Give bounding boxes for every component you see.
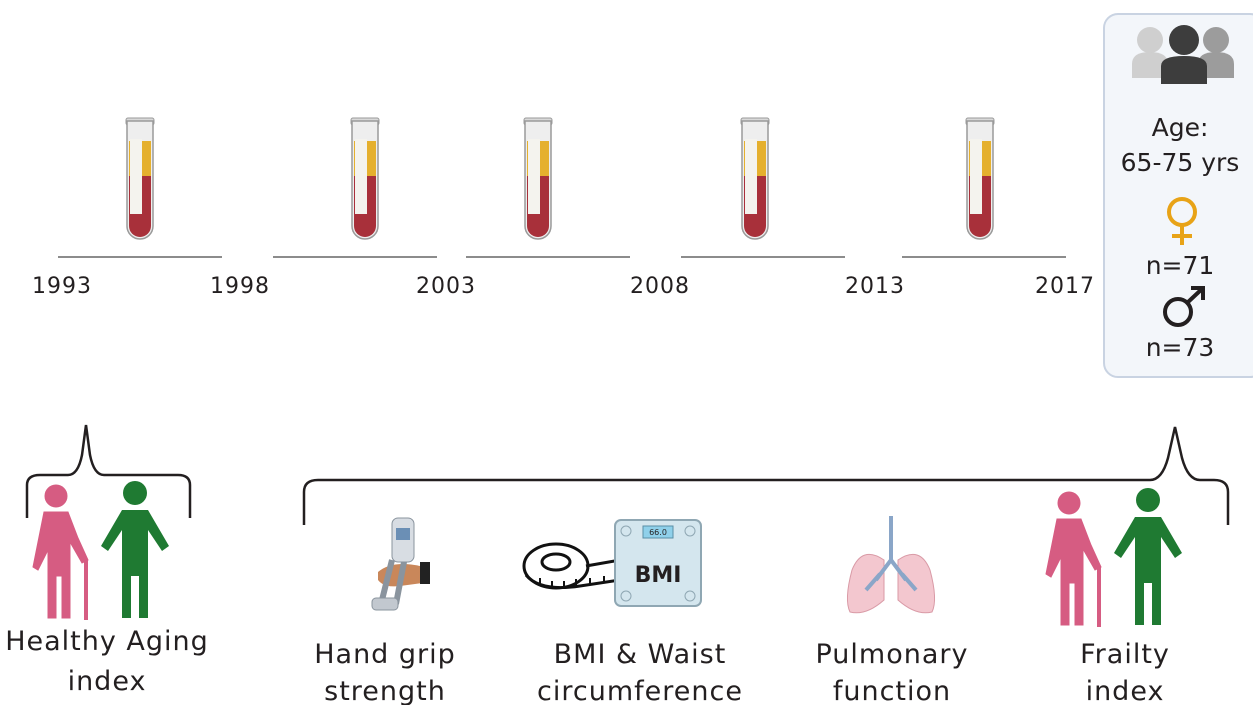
male-count: n=73 [1146,333,1215,362]
age-range: 65-75 yrs [1121,148,1240,177]
measure-label: Pulmonary [816,639,969,670]
page: {"timeline": {"years": ["1993", "1998", … [0,0,1253,705]
scale-display: 66.0 [649,528,667,537]
tape-measure-icon [524,544,620,588]
diagram: 1993 1998 2003 2008 2013 2017 Age: 65-75… [0,0,1253,705]
blood-tube [351,118,379,239]
brace [304,427,1228,525]
measure-label: index [1086,676,1165,705]
female-count: n=71 [1146,251,1215,280]
cohort-box: Age: 65-75 yrs n=71 n=73 [1104,14,1253,377]
baseline-label: index [68,666,147,697]
measure-label: function [833,676,951,705]
measure-label: circumference [537,676,743,705]
people-icon [1132,25,1234,84]
measure-label: Frailty [1080,639,1170,670]
measure-label: Hand grip [314,639,456,670]
lungs-icon [847,516,934,613]
year: 1998 [210,274,270,299]
year: 2003 [416,274,476,299]
elder-figure [1046,492,1101,627]
scale-text: BMI [635,563,682,588]
year: 2017 [1035,274,1095,299]
blood-tube [524,118,552,239]
blood-tube [966,118,994,239]
year: 2008 [630,274,690,299]
year: 2013 [845,274,905,299]
measure-label: BMI & Waist [554,639,727,670]
age-label: Age: [1152,113,1209,142]
young-figure [1114,488,1182,625]
blood-tube [126,118,154,239]
elder-figure [33,485,88,620]
hand-grip-icon [372,518,430,610]
measure-label: strength [324,676,446,705]
young-figure [101,481,169,618]
baseline-label: Healthy Aging [5,626,209,657]
blood-tube [741,118,769,239]
year: 1993 [32,274,92,299]
scale-icon: 66.0 BMI [615,520,701,606]
